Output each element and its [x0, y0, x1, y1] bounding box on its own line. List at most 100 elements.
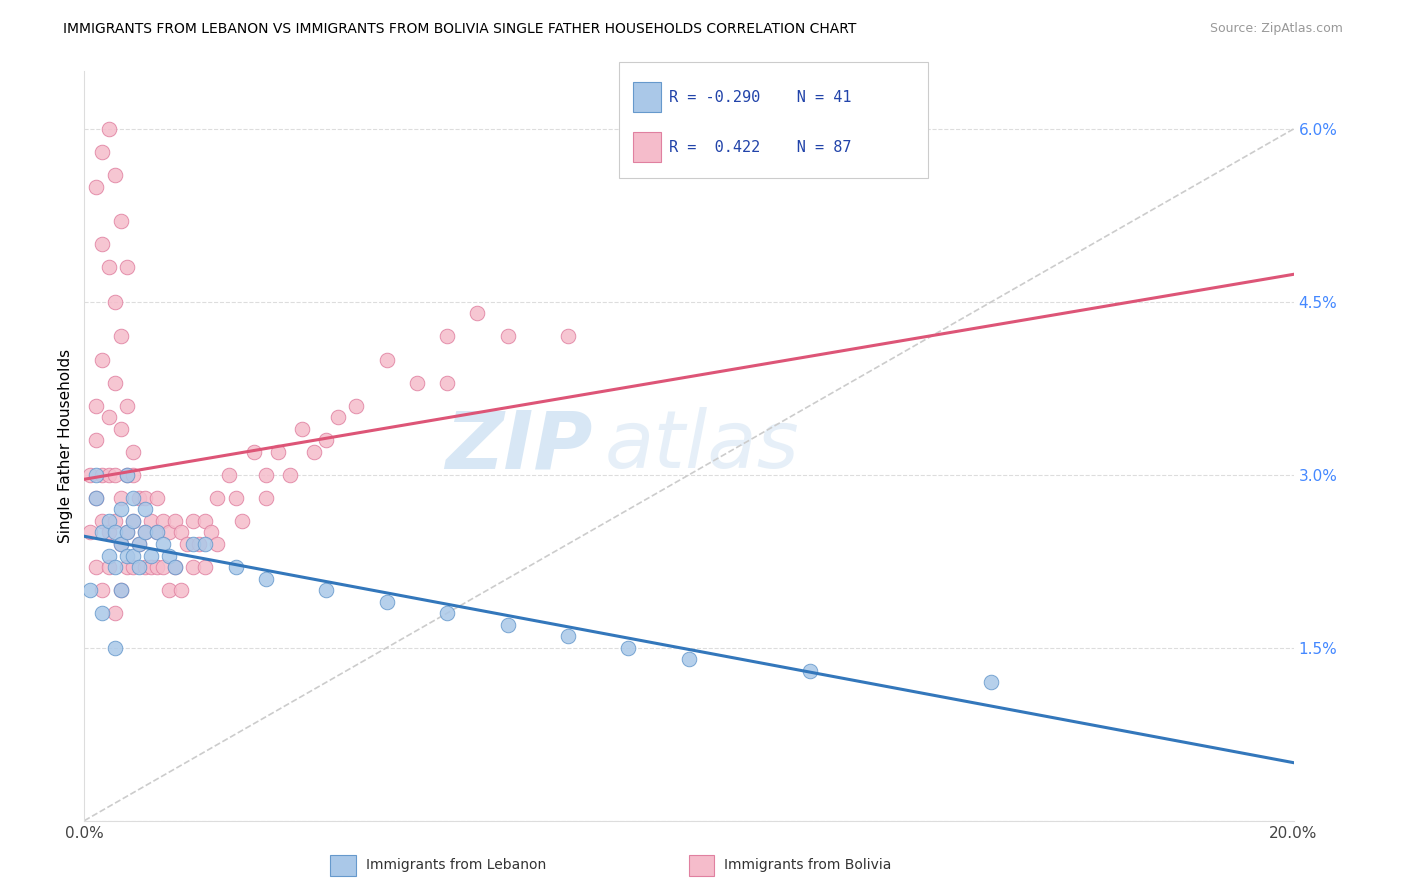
Point — [436, 606, 458, 620]
Point — [110, 329, 132, 343]
Point — [328, 410, 350, 425]
Point — [315, 583, 337, 598]
Point — [115, 525, 138, 540]
Point — [104, 606, 127, 620]
Point — [194, 560, 217, 574]
Point — [79, 525, 101, 540]
Point — [121, 549, 143, 563]
Point — [115, 260, 138, 275]
Point — [134, 525, 156, 540]
Point — [91, 145, 114, 159]
Point — [110, 502, 132, 516]
Point — [97, 122, 120, 136]
Point — [86, 434, 108, 448]
Point — [678, 652, 700, 666]
Point — [157, 583, 180, 598]
Point — [278, 467, 301, 482]
Point — [79, 467, 101, 482]
Text: Immigrants from Lebanon: Immigrants from Lebanon — [366, 858, 546, 872]
Point — [128, 537, 150, 551]
Point — [346, 399, 368, 413]
Point — [97, 525, 120, 540]
Point — [110, 491, 132, 505]
Point — [110, 537, 132, 551]
Point — [97, 467, 120, 482]
Point — [110, 537, 132, 551]
Point — [115, 560, 138, 574]
Point — [115, 549, 138, 563]
Point — [86, 467, 108, 482]
Point — [110, 214, 132, 228]
Point — [207, 491, 229, 505]
Point — [157, 549, 180, 563]
Point — [225, 560, 247, 574]
Point — [79, 583, 101, 598]
Point — [86, 491, 108, 505]
Point — [557, 329, 579, 343]
Point — [436, 376, 458, 390]
Point — [97, 410, 120, 425]
Point — [170, 525, 193, 540]
Point — [194, 514, 217, 528]
Point — [115, 467, 138, 482]
Point — [254, 467, 277, 482]
Point — [165, 560, 187, 574]
Text: IMMIGRANTS FROM LEBANON VS IMMIGRANTS FROM BOLIVIA SINGLE FATHER HOUSEHOLDS CORR: IMMIGRANTS FROM LEBANON VS IMMIGRANTS FR… — [63, 22, 856, 37]
Point — [91, 237, 114, 252]
Point — [104, 560, 127, 574]
Y-axis label: Single Father Households: Single Father Households — [58, 349, 73, 543]
Point — [104, 376, 127, 390]
Text: atlas: atlas — [605, 407, 799, 485]
Point — [799, 664, 821, 678]
Point — [115, 399, 138, 413]
Point — [104, 294, 127, 309]
Point — [139, 560, 162, 574]
Point — [146, 560, 169, 574]
Point — [91, 583, 114, 598]
Point — [181, 537, 204, 551]
Point — [97, 514, 120, 528]
Point — [165, 560, 187, 574]
Point — [557, 629, 579, 643]
Point — [91, 525, 114, 540]
Point — [165, 514, 187, 528]
Point — [267, 444, 290, 458]
Point — [104, 514, 127, 528]
Point — [231, 514, 253, 528]
Point — [176, 537, 198, 551]
Point — [200, 525, 222, 540]
Point — [157, 525, 180, 540]
Point — [315, 434, 337, 448]
Point — [375, 594, 398, 608]
Point — [110, 583, 132, 598]
Point — [86, 560, 108, 574]
Point — [134, 525, 156, 540]
Point — [225, 491, 247, 505]
Point — [121, 467, 143, 482]
Point — [218, 467, 240, 482]
Point — [86, 491, 108, 505]
Point — [496, 617, 519, 632]
Point — [181, 514, 204, 528]
Point — [97, 549, 120, 563]
Point — [254, 491, 277, 505]
Point — [134, 491, 156, 505]
Point — [128, 560, 150, 574]
Point — [97, 560, 120, 574]
Point — [115, 525, 138, 540]
Point — [91, 606, 114, 620]
Point — [980, 675, 1002, 690]
Point — [121, 444, 143, 458]
Point — [152, 537, 174, 551]
Point — [496, 329, 519, 343]
Point — [194, 537, 217, 551]
Point — [152, 560, 174, 574]
Point — [291, 422, 314, 436]
Point — [121, 560, 143, 574]
Point — [254, 572, 277, 586]
Point — [97, 260, 120, 275]
Point — [207, 537, 229, 551]
Point — [121, 514, 143, 528]
Text: ZIP: ZIP — [444, 407, 592, 485]
Point — [91, 352, 114, 367]
